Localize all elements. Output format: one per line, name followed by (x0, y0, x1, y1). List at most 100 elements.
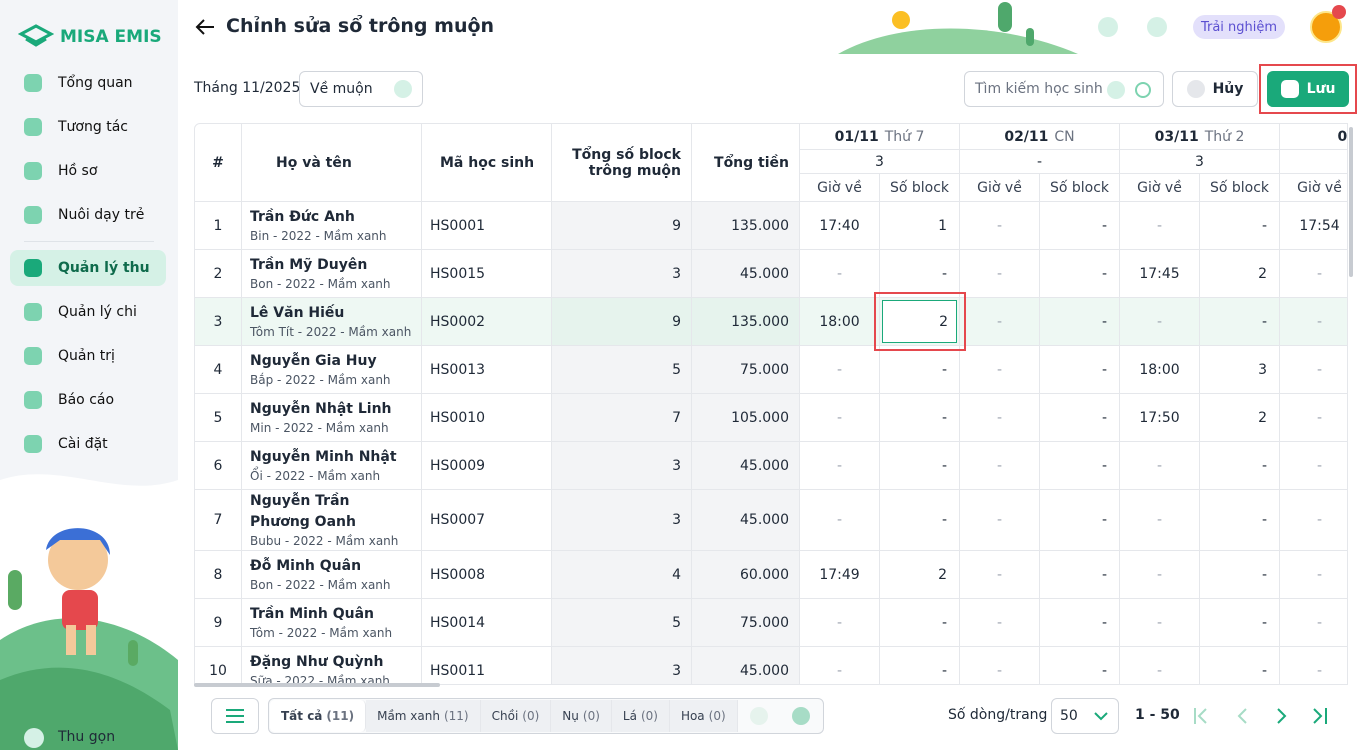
group-tab[interactable]: Chồi (0) (480, 700, 552, 732)
page-size-select[interactable]: 50 (1051, 698, 1119, 734)
tab-count: (0) (522, 709, 540, 723)
cancel-label: Hủy (1212, 81, 1244, 97)
return-time: - (1280, 551, 1347, 599)
block-count: 2 (1200, 250, 1280, 298)
pagination[interactable] (1192, 706, 1332, 726)
menu-icon (226, 709, 244, 723)
student-code: HS0013 (422, 346, 552, 394)
return-time: - (1120, 202, 1200, 250)
group-tab[interactable]: Tất cả (11) (270, 700, 367, 732)
save-icon (1280, 80, 1299, 98)
student-code: HS0008 (422, 551, 552, 599)
v-scrollbar (1349, 127, 1353, 277)
group-tab[interactable]: Lá (0) (611, 700, 670, 732)
menu-item[interactable]: Cài đặt (10, 426, 166, 462)
menu-label: Nuôi dạy trẻ (58, 207, 145, 223)
student-detail: Min - 2022 - Mầm xanh (250, 421, 389, 435)
menu-item[interactable]: Quản lý thu (10, 250, 166, 286)
return-time: - (960, 442, 1040, 490)
columns-button[interactable] (211, 698, 259, 734)
student-name: Đỗ Minh Quân (250, 558, 362, 574)
trial-button[interactable]: Trải nghiệm (1193, 15, 1285, 39)
header-decoration (838, 2, 1078, 54)
late-blocks: 3 (552, 250, 692, 298)
tab-label: Mầm xanh (377, 709, 440, 723)
highlight-box (874, 292, 966, 351)
menu-label: Báo cáo (58, 392, 115, 408)
save-button[interactable]: Lưu (1267, 71, 1349, 107)
filter-select[interactable]: Về muộn (299, 71, 423, 107)
menu-item[interactable]: Quản trị (10, 338, 166, 374)
student-name: Trần Minh Quân (250, 606, 375, 622)
subcolumn-header: Giờ về (960, 174, 1040, 202)
column-header: Tổng tiền (692, 124, 800, 202)
help-button[interactable] (1098, 17, 1118, 37)
menu-item[interactable]: Hồ sơ (10, 153, 166, 189)
return-time: - (1280, 346, 1347, 394)
block-count: 2 (1200, 394, 1280, 442)
block-count: - (880, 394, 960, 442)
block-count: - (1200, 599, 1280, 647)
student-code: HS0015 (422, 250, 552, 298)
return-time: - (1120, 490, 1200, 551)
return-time: - (1120, 298, 1200, 346)
menu-item[interactable]: Báo cáo (10, 382, 166, 418)
group-tab[interactable]: Nụ (0) (551, 700, 612, 732)
row-number: 2 (195, 250, 242, 298)
return-time: - (800, 647, 880, 684)
block-count: - (1040, 202, 1120, 250)
menu-label: Cài đặt (58, 436, 108, 452)
student-detail: Bin - 2022 - Mầm xanh (250, 229, 387, 243)
block-count: - (880, 599, 960, 647)
return-time: - (960, 647, 1040, 684)
late-blocks: 3 (552, 647, 692, 684)
block-count: - (1040, 394, 1120, 442)
student-name: Nguyễn Nhật Linh (250, 401, 392, 417)
row-number: 5 (195, 394, 242, 442)
student-name: Nguyễn Gia Huy (250, 353, 377, 369)
student-cell: Lê Văn Hiếu Tôm Tít - 2022 - Mầm xanh (242, 298, 422, 346)
group-tab[interactable]: Hoa (0) (669, 700, 738, 732)
return-time: - (1280, 490, 1347, 551)
subcolumn-header: Số block (1200, 174, 1280, 202)
row-number: 10 (195, 647, 242, 684)
group-tab[interactable]: Mầm xanh (11) (366, 700, 481, 732)
cancel-button[interactable]: Hủy (1172, 71, 1258, 107)
block-count: - (1040, 647, 1120, 684)
h-scrollbar (194, 683, 440, 687)
student-cell: Nguyễn Nhật Linh Min - 2022 - Mầm xanh (242, 394, 422, 442)
block-count: - (1040, 442, 1120, 490)
return-time: 17:49 (800, 551, 880, 599)
late-blocks: 3 (552, 442, 692, 490)
student-detail: Bon - 2022 - Mầm xanh (250, 277, 391, 291)
menu-item[interactable]: Tổng quan (10, 65, 166, 101)
student-code: HS0009 (422, 442, 552, 490)
menu-item[interactable]: Quản lý chi (10, 294, 166, 330)
tab-count: (11) (326, 709, 355, 723)
row-number: 1 (195, 202, 242, 250)
student-name: Trần Đức Anh (250, 209, 355, 225)
tab-scroll[interactable] (738, 707, 822, 725)
menu-item[interactable]: Nuôi dạy trẻ (10, 197, 166, 233)
menu-item[interactable]: Tương tác (10, 109, 166, 145)
back-button[interactable] (194, 17, 216, 37)
block-input[interactable]: 2 (882, 300, 957, 343)
scroll-left (749, 707, 768, 725)
more-button[interactable] (1147, 17, 1167, 37)
menu-label: Quản lý thu (58, 260, 150, 276)
day-total: 3 (800, 150, 960, 174)
student-code: HS0007 (422, 490, 552, 551)
student-name: Đặng Như Quỳnh (250, 654, 384, 670)
tab-label: Chồi (491, 709, 519, 723)
block-count: 1 (880, 202, 960, 250)
search-input[interactable]: Tìm kiếm học sinh (964, 71, 1164, 107)
return-time: 17:45 (1120, 250, 1200, 298)
subcolumn-header: Số block (1040, 174, 1120, 202)
return-time: - (960, 202, 1040, 250)
menu-icon (24, 162, 42, 180)
late-blocks: 7 (552, 394, 692, 442)
dropdown-icon (394, 80, 412, 98)
student-cell: Nguyễn Minh Nhật Ổi - 2022 - Mầm xanh (242, 442, 422, 490)
collapse[interactable]: Thu gọn (58, 729, 116, 745)
row-number: 6 (195, 442, 242, 490)
